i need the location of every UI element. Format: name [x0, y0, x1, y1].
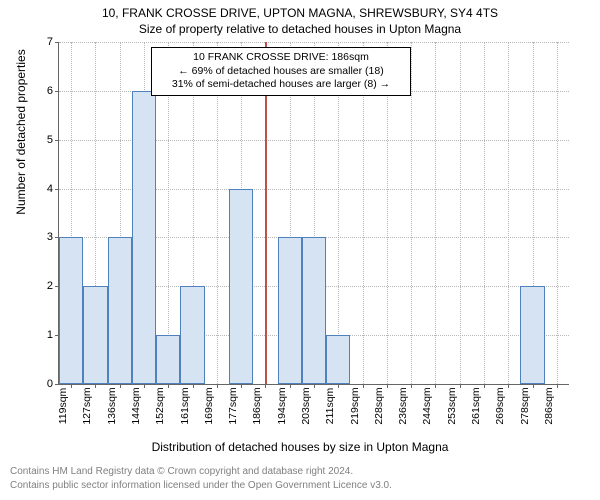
x-tick-label: 161sqm	[173, 387, 191, 424]
grid-line-vertical	[460, 42, 461, 384]
x-tick-label: 127sqm	[75, 387, 93, 424]
y-axis-label: Number of detached properties	[14, 0, 28, 303]
grid-line-vertical	[508, 42, 509, 384]
x-tick-mark	[217, 384, 218, 388]
annotation-line3: 31% of semi-detached houses are larger (…	[158, 78, 404, 92]
x-axis-label: Distribution of detached houses by size …	[0, 440, 600, 454]
x-tick-mark	[338, 384, 339, 388]
y-tick-label: 4	[47, 183, 59, 195]
grid-line-vertical	[435, 42, 436, 384]
x-tick-mark	[144, 384, 145, 388]
address-title: 10, FRANK CROSSE DRIVE, UPTON MAGNA, SHR…	[0, 6, 600, 20]
y-tick-label: 5	[47, 134, 59, 146]
x-tick-label: 269sqm	[488, 387, 506, 424]
y-tick-label: 2	[47, 280, 59, 292]
y-tick-label: 7	[47, 36, 59, 48]
x-tick-mark	[557, 384, 558, 388]
histogram-bar	[132, 91, 156, 384]
x-tick-mark	[193, 384, 194, 388]
histogram-bar	[326, 335, 350, 384]
x-tick-mark	[411, 384, 412, 388]
histogram-bar	[229, 189, 253, 384]
x-tick-mark	[435, 384, 436, 388]
x-tick-label: 194sqm	[270, 387, 288, 424]
x-tick-mark	[533, 384, 534, 388]
y-tick-label: 3	[47, 231, 59, 243]
x-tick-label: 211sqm	[318, 388, 336, 425]
x-tick-label: 136sqm	[100, 387, 118, 424]
annotation-box: 10 FRANK CROSSE DRIVE: 186sqm ← 69% of d…	[151, 47, 411, 96]
x-tick-mark	[95, 384, 96, 388]
histogram-bar	[520, 286, 544, 384]
footer-line-1: Contains HM Land Registry data © Crown c…	[0, 466, 600, 477]
y-tick-label: 1	[47, 329, 59, 341]
x-tick-label: 278sqm	[513, 387, 531, 424]
x-tick-mark	[265, 384, 266, 388]
footer-line-2: Contains public sector information licen…	[0, 480, 600, 491]
subtitle: Size of property relative to detached ho…	[0, 22, 600, 36]
x-tick-label: 236sqm	[391, 387, 409, 424]
grid-line-vertical	[484, 42, 485, 384]
x-tick-mark	[484, 384, 485, 388]
y-tick-label: 6	[47, 85, 59, 97]
annotation-line1: 10 FRANK CROSSE DRIVE: 186sqm	[158, 51, 404, 65]
plot-area: 01234567119sqm127sqm136sqm144sqm152sqm16…	[58, 42, 569, 385]
x-tick-label: 219sqm	[343, 387, 361, 424]
x-tick-mark	[363, 384, 364, 388]
chart-container: 10, FRANK CROSSE DRIVE, UPTON MAGNA, SHR…	[0, 0, 600, 500]
x-tick-mark	[290, 384, 291, 388]
x-tick-mark	[168, 384, 169, 388]
x-tick-label: 244sqm	[415, 387, 433, 424]
histogram-bar	[83, 286, 107, 384]
histogram-bar	[278, 237, 302, 384]
x-tick-label: 177sqm	[221, 387, 239, 424]
x-tick-label: 144sqm	[124, 387, 142, 424]
x-tick-mark	[71, 384, 72, 388]
histogram-bar	[180, 286, 204, 384]
x-tick-label: 253sqm	[440, 387, 458, 424]
x-tick-mark	[120, 384, 121, 388]
x-tick-mark	[387, 384, 388, 388]
histogram-bar	[156, 335, 180, 384]
x-tick-label: 228sqm	[367, 387, 385, 424]
annotation-line2: ← 69% of detached houses are smaller (18…	[158, 65, 404, 79]
histogram-bar	[59, 237, 83, 384]
x-tick-mark	[314, 384, 315, 388]
x-tick-label: 261sqm	[464, 387, 482, 424]
histogram-bar	[302, 237, 326, 384]
x-tick-label: 286sqm	[537, 387, 555, 424]
x-tick-label: 152sqm	[148, 387, 166, 424]
x-tick-mark	[460, 384, 461, 388]
grid-line-vertical	[411, 42, 412, 384]
x-tick-label: 119sqm	[51, 388, 69, 425]
histogram-bar	[108, 237, 132, 384]
x-tick-label: 169sqm	[197, 387, 215, 424]
x-tick-mark	[241, 384, 242, 388]
grid-line-vertical	[557, 42, 558, 384]
x-tick-mark	[508, 384, 509, 388]
x-tick-label: 186sqm	[245, 387, 263, 424]
x-tick-label: 203sqm	[294, 387, 312, 424]
